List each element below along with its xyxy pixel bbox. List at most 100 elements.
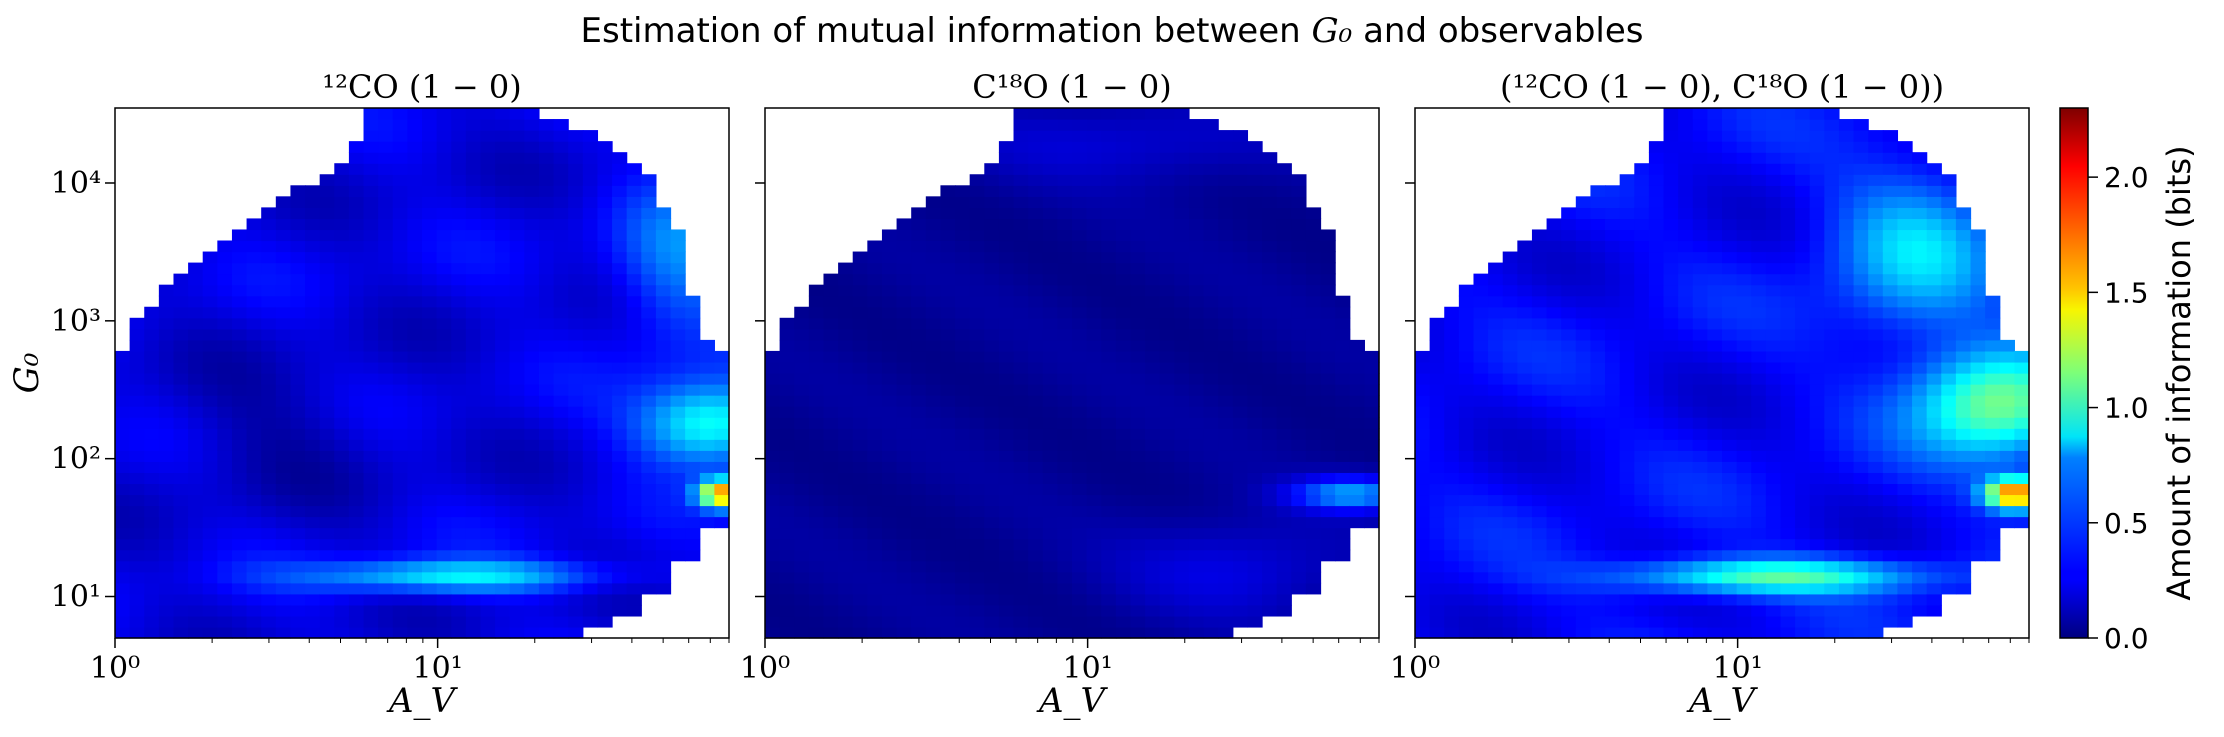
- heatmap-cell: [319, 306, 335, 319]
- heatmap-cell: [1751, 196, 1767, 208]
- heatmap-cell: [940, 593, 956, 606]
- heatmap-cell: [925, 450, 942, 462]
- heatmap-cell: [969, 240, 985, 253]
- heatmap-cell: [1276, 472, 1292, 485]
- heatmap-cell: [612, 450, 628, 462]
- heatmap-cell: [823, 538, 839, 551]
- heatmap-cell: [1795, 604, 1811, 617]
- heatmap-cell: [794, 549, 810, 562]
- heatmap-cell: [1838, 174, 1855, 186]
- heatmap-cell: [1722, 593, 1738, 606]
- heatmap-cell: [984, 450, 1000, 462]
- heatmap-cell: [714, 516, 730, 529]
- heatmap-cell: [626, 571, 642, 584]
- heatmap-cell: [1941, 218, 1957, 231]
- heatmap-cell: [1232, 339, 1249, 352]
- heatmap-cell: [1663, 549, 1679, 562]
- heatmap-cell: [582, 439, 599, 451]
- heatmap-cell: [378, 549, 394, 562]
- heatmap-cell: [1101, 119, 1117, 131]
- heatmap-cell: [1335, 350, 1351, 363]
- heatmap-cell: [1765, 560, 1782, 573]
- heatmap-cell: [1824, 218, 1840, 231]
- heatmap-cell: [495, 317, 511, 330]
- heatmap-cell: [495, 174, 511, 186]
- heatmap-cell: [1458, 505, 1475, 518]
- heatmap-cell: [290, 207, 306, 220]
- heatmap-cell: [838, 593, 854, 606]
- heatmap-cell: [129, 615, 145, 628]
- heatmap-cell: [1013, 207, 1029, 220]
- heatmap-cell: [1663, 317, 1679, 330]
- heatmap-cell: [348, 196, 365, 208]
- heatmap-cell: [495, 560, 511, 573]
- heatmap-cell: [896, 428, 912, 440]
- heatmap-cell: [597, 350, 613, 363]
- heatmap-cell: [1291, 185, 1307, 197]
- heatmap-cell: [436, 119, 452, 131]
- heatmap-cell: [158, 295, 175, 308]
- heatmap-cell: [553, 185, 569, 197]
- heatmap-cell: [480, 483, 496, 496]
- heatmap-cell: [612, 417, 628, 429]
- heatmap-cell: [1488, 384, 1504, 396]
- heatmap-cell: [1115, 494, 1132, 507]
- heatmap-cell: [1897, 384, 1913, 396]
- heatmap-cell: [1707, 130, 1723, 142]
- heatmap-cell: [1203, 461, 1219, 473]
- heatmap-cell: [246, 527, 262, 540]
- heatmap-cell: [1086, 593, 1102, 606]
- heatmap-cell: [202, 417, 218, 429]
- heatmap-cell: [1086, 207, 1102, 220]
- heatmap-cell: [1838, 295, 1855, 308]
- heatmap-cell: [1634, 571, 1650, 584]
- heatmap-cell: [1648, 152, 1665, 164]
- heatmap-cell: [896, 240, 912, 253]
- heatmap-cell: [231, 626, 248, 639]
- heatmap-cell: [1707, 196, 1723, 208]
- heatmap-cell: [1232, 505, 1249, 518]
- heatmap-cell: [1262, 273, 1278, 286]
- heatmap-cell: [1072, 439, 1088, 451]
- heatmap-cell: [378, 439, 394, 451]
- heatmap-cell: [779, 373, 795, 385]
- heatmap-cell: [1072, 604, 1088, 617]
- heatmap-cell: [392, 174, 408, 186]
- heatmap-cell: [1853, 207, 1869, 220]
- heatmap-cell: [852, 472, 868, 485]
- heatmap-cell: [568, 284, 584, 297]
- heatmap-cell: [940, 207, 956, 220]
- heatmap-cell: [378, 582, 394, 595]
- heatmap-cell: [1897, 317, 1913, 330]
- heatmap-cell: [670, 417, 686, 429]
- heatmap-cell: [823, 483, 839, 496]
- heatmap-cell: [984, 384, 1000, 396]
- heatmap-cell: [1619, 339, 1635, 352]
- heatmap-cell: [231, 384, 248, 396]
- heatmap-cell: [1678, 350, 1694, 363]
- heatmap-cell: [1531, 582, 1548, 595]
- heatmap-cell: [1663, 560, 1679, 573]
- heatmap-cell: [1188, 306, 1205, 319]
- heatmap-cell: [1663, 130, 1679, 142]
- heatmap-cell: [319, 615, 335, 628]
- heatmap-cell: [129, 350, 145, 363]
- heatmap-cell: [1145, 163, 1161, 175]
- heatmap-cell: [1795, 262, 1811, 275]
- heatmap-cell: [1057, 218, 1073, 231]
- heatmap-cell: [852, 626, 868, 639]
- heatmap-cell: [305, 406, 321, 418]
- heatmap-cell: [626, 262, 642, 275]
- heatmap-cell: [553, 163, 569, 175]
- heatmap-cell: [1824, 560, 1840, 573]
- heatmap-cell: [1349, 373, 1365, 385]
- heatmap-cell: [1305, 428, 1322, 440]
- heatmap-cell: [1072, 207, 1088, 220]
- heatmap-cell: [1320, 229, 1336, 242]
- heatmap-cell: [436, 174, 452, 186]
- heatmap-cell: [852, 262, 868, 275]
- heatmap-cell: [1882, 395, 1899, 407]
- heatmap-cell: [436, 450, 452, 462]
- heatmap-cell: [1912, 604, 1928, 617]
- heatmap-cell: [1276, 571, 1292, 584]
